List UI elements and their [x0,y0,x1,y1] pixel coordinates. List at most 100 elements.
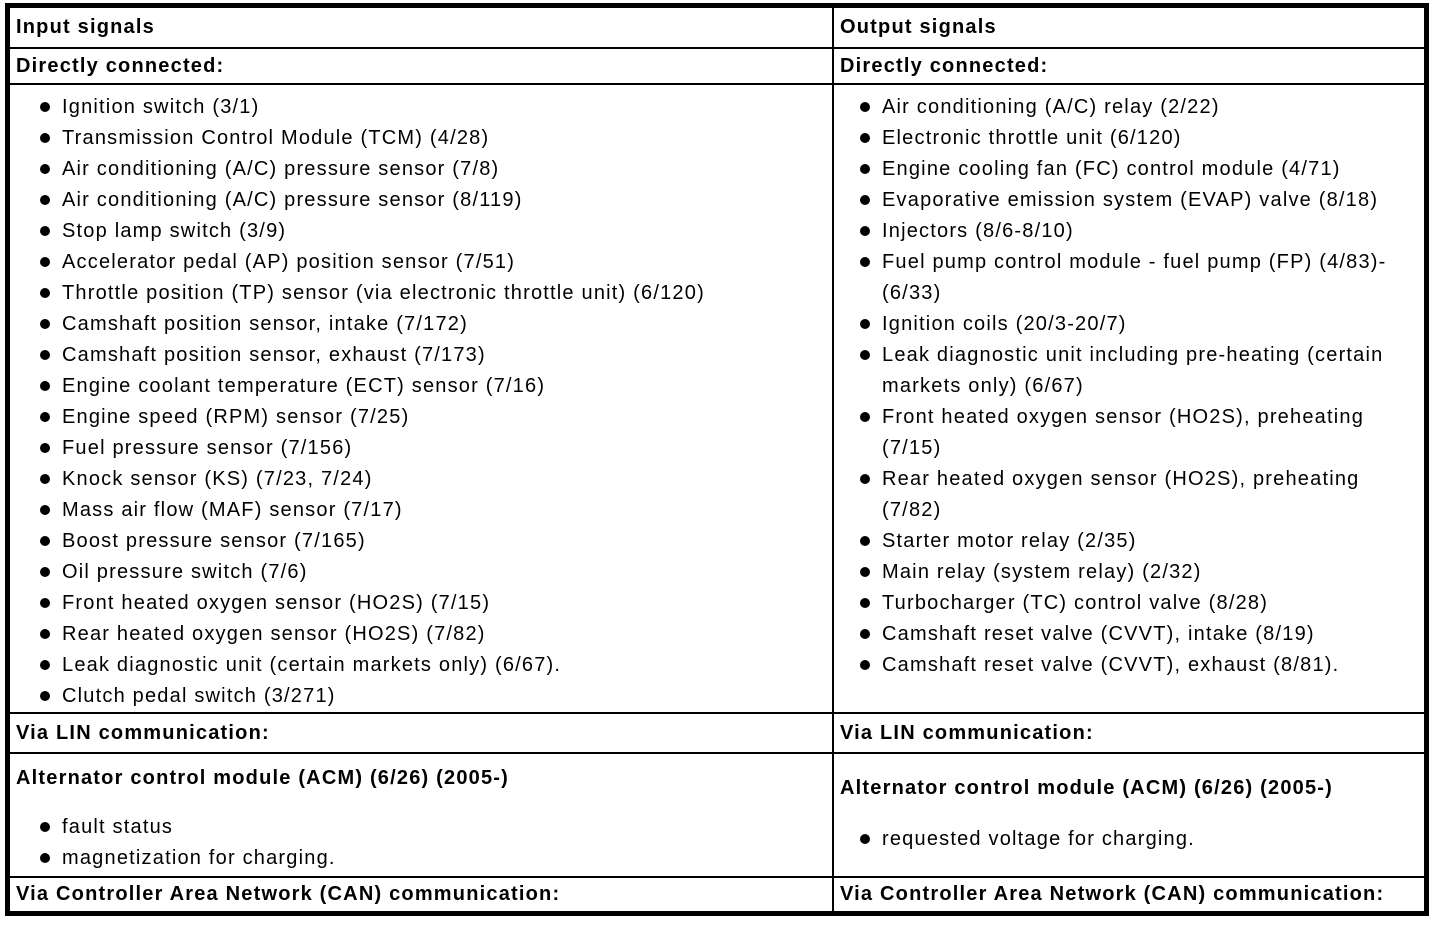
signal-item-text: Transmission Control Module (TCM) (4/28) [62,127,490,149]
bullet-icon [40,598,50,608]
input-directly-connected-cell: Ignition switch (3/1) Transmission Contro… [10,83,832,712]
input-signals-header-text: Input signals [16,16,155,38]
bullet-icon [40,350,50,360]
signal-item-text: Leak diagnostic unit including pre-heati… [882,344,1384,397]
output-via-lin-label: Via LIN communication: [832,712,1424,752]
signal-list-item: Fuel pump control module - fuel pump (FP… [860,247,1418,309]
output-acm-heading: Alternator control module (ACM) (6/26) (… [840,776,1334,799]
bullet-icon [860,567,870,577]
signal-list-item: Leak diagnostic unit (certain markets on… [40,650,826,681]
input-directly-connected-text: Directly connected: [16,54,225,77]
signal-item-text: Evaporative emission system (EVAP) valve… [882,189,1379,211]
bullet-icon [40,474,50,484]
signal-item-text: fault status [62,816,174,838]
input-directly-connected-label: Directly connected: [10,47,832,83]
input-via-can-label: Via Controller Area Network (CAN) commun… [10,876,832,911]
bullet-icon [860,412,870,422]
bullet-icon [860,319,870,329]
signal-item-text: Fuel pump control module - fuel pump (FP… [882,251,1387,304]
signal-list-item: Mass air flow (MAF) sensor (7/17) [40,495,826,526]
input-acm-heading: Alternator control module (ACM) (6/26) (… [16,767,510,789]
bullet-icon [40,505,50,515]
bullet-icon [860,536,870,546]
signal-list-item: Accelerator pedal (AP) position sensor (… [40,247,826,278]
bullet-icon [40,853,50,863]
bullet-icon [40,226,50,236]
bullet-icon [40,164,50,174]
output-directly-connected-cell: Air conditioning (A/C) relay (2/22) Elect… [832,83,1424,712]
signal-list-item: fault status [40,812,826,843]
signal-list-item: Engine speed (RPM) sensor (7/25) [40,402,826,433]
signal-item-text: Throttle position (TP) sensor (via elect… [62,282,705,304]
signal-list-item: Leak diagnostic unit including pre-heati… [860,340,1418,402]
signal-list-item: Ignition coils (20/3-20/7) [860,309,1418,340]
output-via-lin-text: Via LIN communication: [840,721,1094,744]
signal-item-text: Leak diagnostic unit (certain markets on… [62,654,562,676]
bullet-icon [860,474,870,484]
signal-item-text: Camshaft position sensor, intake (7/172) [62,313,468,335]
bullet-icon [860,629,870,639]
signal-item-text: Rear heated oxygen sensor (HO2S) (7/82) [62,623,486,645]
signal-item-text: Camshaft position sensor, exhaust (7/173… [62,344,486,366]
signal-list-item: Injectors (8/6-8/10) [860,216,1418,247]
signal-list-item: Knock sensor (KS) (7/23, 7/24) [40,464,826,495]
signal-list-item: magnetization for charging. [40,843,826,874]
signal-list-item: Camshaft reset valve (CVVT), exhaust (8/… [860,650,1418,681]
signals-table: Input signals Output signals Directly co… [5,3,1429,916]
input-signals-header: Input signals [10,8,832,47]
output-signal-list: Air conditioning (A/C) relay (2/22) Elect… [840,92,1418,681]
bullet-icon [860,133,870,143]
input-via-lin-label: Via LIN communication: [10,712,832,752]
bullet-icon [40,691,50,701]
output-signals-header-text: Output signals [840,16,997,38]
output-acm-cell: Alternator control module (ACM) (6/26) (… [832,752,1424,876]
bullet-icon [40,660,50,670]
signal-item-text: Electronic throttle unit (6/120) [882,127,1182,149]
signal-list-item: Starter motor relay (2/35) [860,526,1418,557]
signal-list-item: Rear heated oxygen sensor (HO2S), prehea… [860,464,1418,526]
bullet-icon [40,195,50,205]
signal-item-text: Starter motor relay (2/35) [882,530,1137,552]
output-directly-connected-label: Directly connected: [832,47,1424,83]
bullet-icon [40,257,50,267]
signal-item-text: Air conditioning (A/C) pressure sensor (… [62,158,500,180]
bullet-icon [860,598,870,608]
bullet-icon [40,629,50,639]
bullet-icon [40,567,50,577]
signal-list-item: Clutch pedal switch (3/271) [40,681,826,712]
signal-item-text: Oil pressure switch (7/6) [62,561,308,583]
signal-list-item: Main relay (system relay) (2/32) [860,557,1418,588]
signal-item-text: Rear heated oxygen sensor (HO2S), prehea… [882,468,1360,521]
bullet-icon [860,350,870,360]
bullet-icon [40,102,50,112]
output-directly-connected-text: Directly connected: [840,54,1049,77]
bullet-icon [40,288,50,298]
signal-item-text: Engine cooling fan (FC) control module (… [882,158,1341,180]
signal-list-item: requested voltage for charging. [860,824,1418,855]
bullet-icon [860,195,870,205]
signal-list-item: Boost pressure sensor (7/165) [40,526,826,557]
signal-list-item: Air conditioning (A/C) pressure sensor (… [40,154,826,185]
bullet-icon [860,226,870,236]
input-signal-list: Ignition switch (3/1) Transmission Contro… [16,92,826,712]
signal-item-text: Front heated oxygen sensor (HO2S), prehe… [882,406,1365,459]
bullet-icon [860,164,870,174]
signal-item-text: Clutch pedal switch (3/271) [62,685,336,707]
bullet-icon [40,381,50,391]
signal-list-item: Front heated oxygen sensor (HO2S) (7/15) [40,588,826,619]
bullet-icon [860,102,870,112]
signal-item-text: Knock sensor (KS) (7/23, 7/24) [62,468,373,490]
signal-list-item: Engine coolant temperature (ECT) sensor … [40,371,826,402]
bullet-icon [860,833,870,844]
bullet-icon [40,536,50,546]
input-via-can-text: Via Controller Area Network (CAN) commun… [16,883,561,905]
signal-item-text: Air conditioning (A/C) relay (2/22) [882,96,1220,118]
signal-list-item: Transmission Control Module (TCM) (4/28) [40,123,826,154]
signal-list-item: Ignition switch (3/1) [40,92,826,123]
signal-list-item: Turbocharger (TC) control valve (8/28) [860,588,1418,619]
bullet-icon [40,133,50,143]
signal-list-item: Fuel pressure sensor (7/156) [40,433,826,464]
output-acm-list: requested voltage for charging. [840,824,1418,855]
bullet-icon [40,412,50,422]
